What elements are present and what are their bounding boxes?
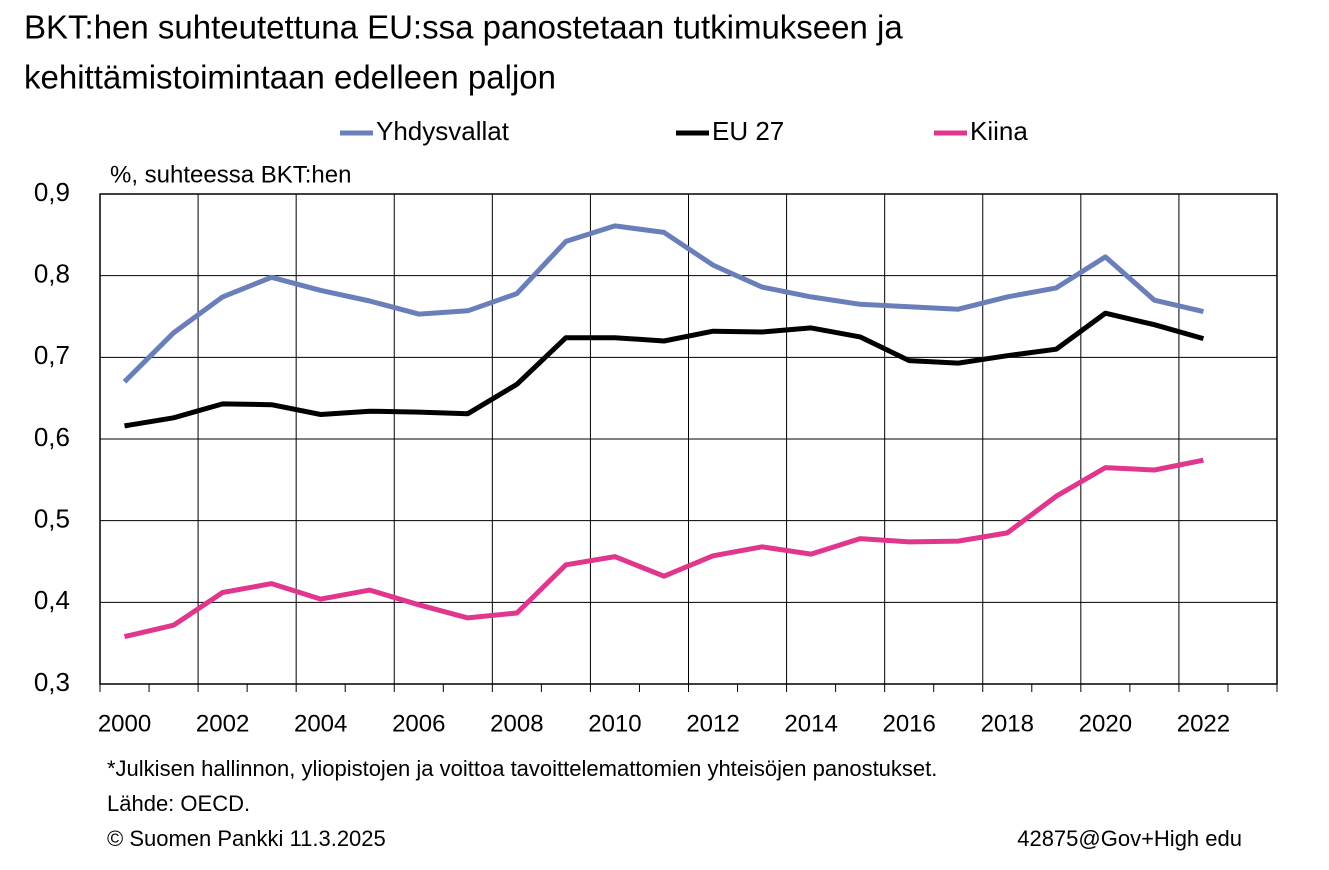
y-tick-label: 0,8 xyxy=(34,259,70,289)
x-tick-label: 2022 xyxy=(1177,710,1230,737)
chart-code: 42875@Gov+High edu xyxy=(1017,826,1242,851)
x-tick-label: 2012 xyxy=(686,710,739,737)
legend-label: EU 27 xyxy=(712,116,784,146)
y-tick-label: 0,7 xyxy=(34,340,70,370)
y-axis-label: %, suhteessa BKT:hen xyxy=(110,161,351,188)
x-tick-label: 2000 xyxy=(98,710,151,737)
source: Lähde: OECD. xyxy=(107,791,250,816)
footnote: *Julkisen hallinnon, yliopistojen ja voi… xyxy=(107,756,937,781)
series-line xyxy=(123,457,1204,640)
x-tick-label: 2014 xyxy=(784,710,837,737)
y-tick-label: 0,6 xyxy=(34,422,70,452)
y-tick-label: 0,9 xyxy=(34,177,70,207)
chart-title: kehittämistoimintaan edelleen paljon xyxy=(24,59,556,96)
x-tick-label: 2016 xyxy=(882,710,935,737)
series-line xyxy=(122,223,1204,384)
legend-label: Yhdysvallat xyxy=(376,116,510,146)
chart-title: BKT:hen suhteutettuna EU:ssa panostetaan… xyxy=(24,9,903,46)
x-tick-label: 2018 xyxy=(981,710,1034,737)
x-tick-label: 2010 xyxy=(588,710,641,737)
x-tick-label: 2008 xyxy=(490,710,543,737)
copyright: © Suomen Pankki 11.3.2025 xyxy=(107,826,386,851)
series-line xyxy=(124,310,1205,429)
y-tick-label: 0,5 xyxy=(34,504,70,534)
x-tick-label: 2004 xyxy=(294,710,347,737)
x-tick-label: 2020 xyxy=(1079,710,1132,737)
x-tick-label: 2006 xyxy=(392,710,445,737)
legend-label: Kiina xyxy=(970,116,1028,146)
y-tick-label: 0,4 xyxy=(34,585,70,615)
y-tick-label: 0,3 xyxy=(34,667,70,697)
x-tick-label: 2002 xyxy=(196,710,249,737)
